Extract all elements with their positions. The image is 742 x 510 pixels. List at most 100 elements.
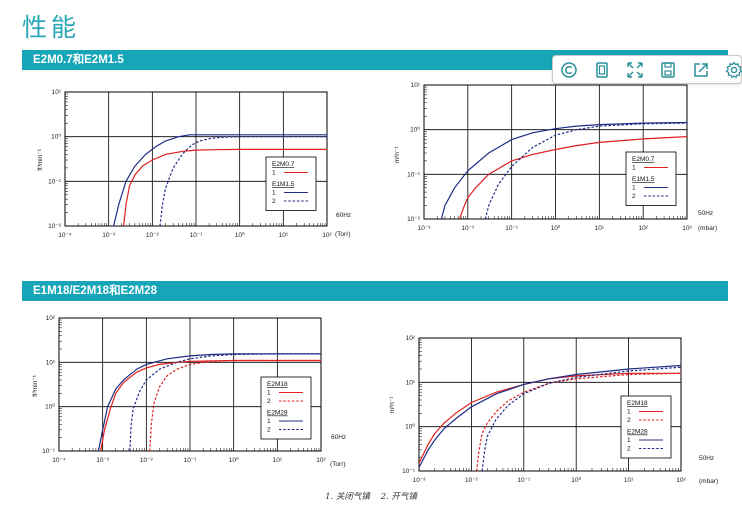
copyright-icon — [561, 62, 577, 78]
x-tick-label: 10⁻¹ — [190, 232, 204, 239]
x-tick-label: 10⁻² — [140, 457, 154, 464]
chart-e2m07-e2m15-60hz: 10⁻⁴ 10⁻³ 10⁻² 10⁻¹ 10⁰ 10¹ 10² 10¹ 10⁰ 10⁻¹ 10⁻² f… — [37, 89, 351, 239]
y-axis-label: ft³min⁻¹ — [32, 374, 39, 397]
legend-group-title: E1M1.5 — [632, 176, 655, 183]
legend-group-title: E2M28 — [267, 410, 288, 417]
x-tick-label: 10² — [322, 232, 332, 239]
y-tick-label: 10¹ — [406, 379, 416, 386]
x-tick-label: 10⁻³ — [102, 232, 116, 239]
series-line-E2M18-2 — [475, 372, 681, 471]
legend-group-title: E2M0.7 — [632, 156, 655, 163]
y-tick-label: 10⁻² — [407, 216, 421, 223]
legend-item-number: 2 — [627, 417, 631, 424]
x-tick-label: 10⁻³ — [96, 457, 110, 464]
plot-frame — [64, 91, 328, 227]
legend-box — [625, 151, 677, 206]
y-axis-label: m³h⁻¹ — [394, 146, 401, 164]
y-tick-label: 10⁻¹ — [42, 448, 56, 455]
legend-item-number: 1 — [632, 185, 636, 192]
x-tick-label: 10⁻⁴ — [52, 457, 66, 464]
legend-box — [260, 376, 312, 440]
x-tick-label: 10⁻¹ — [184, 457, 198, 464]
frequency-label: 60Hz — [336, 212, 351, 219]
plot-frame — [58, 317, 322, 452]
x-tick-label: 10⁻⁴ — [58, 232, 72, 239]
section-header-e2m07-e2m15: E2M0.7和E2M1.5 — [22, 50, 728, 70]
legend-item-number: 2 — [267, 398, 271, 405]
series-line-E2M1.5-2 — [159, 136, 327, 226]
x-tick-label: 10⁻¹ — [505, 225, 519, 232]
x-tick-label: 10⁻² — [465, 477, 479, 484]
x-tick-label: 10⁻² — [146, 232, 160, 239]
share-icon — [694, 63, 708, 77]
y-tick-label: 10⁰ — [405, 423, 415, 431]
y-tick-label: 10⁰ — [410, 126, 420, 134]
y-tick-label: 10² — [46, 315, 56, 322]
plot-frame — [418, 337, 682, 472]
legend-group-title: E2M0.7 — [272, 161, 295, 168]
chart-toolbar — [552, 55, 742, 84]
copyright-button[interactable] — [558, 59, 580, 81]
chart-e2m07-e2m15-50hz: 10⁻³ 10⁻² 10⁻¹ 10⁰ 10¹ 10² 10³ 10¹ 10⁰ 10⁻¹ 10⁻² m³… — [394, 82, 717, 232]
legend-item-number: 1 — [627, 409, 631, 416]
series-line-E2M1.5-2 — [484, 122, 687, 219]
series-line-E2M0.7-1 — [123, 148, 327, 226]
y-tick-label: 10⁻¹ — [407, 171, 421, 178]
save-icon — [661, 62, 675, 78]
section-header-e2m18-e2m28: E1M18/E2M18和E2M28 — [22, 281, 728, 301]
y-tick-label: 10⁻¹ — [402, 468, 416, 475]
series-line-E2M1.5-1 — [113, 134, 327, 226]
x-tick-label: 10⁻¹ — [517, 477, 531, 484]
x-tick-label: 10² — [676, 477, 686, 484]
x-tick-label: 10¹ — [273, 457, 283, 464]
x-tick-label: 10⁻³ — [418, 225, 432, 232]
fit-page-icon — [596, 62, 608, 78]
y-tick-label: 10⁻¹ — [48, 178, 62, 185]
y-tick-label: 10¹ — [411, 82, 421, 89]
chart-e1m18-e2m18-e2m28-60hz: 10⁻⁴ 10⁻³ 10⁻² 10⁻¹ 10⁰ 10¹ 10² 10² 10¹ 10⁰ 10⁻¹ ft… — [32, 315, 346, 468]
x-tick-label: 10¹ — [279, 232, 289, 239]
x-tick-label: 10⁰ — [235, 231, 245, 239]
legend-box — [265, 156, 317, 211]
y-tick-label: 10⁻² — [48, 223, 62, 230]
page-title: 性能 — [22, 13, 81, 42]
settings-button[interactable] — [723, 59, 742, 81]
y-tick-label: 10¹ — [52, 89, 62, 96]
legend-item-number: 1 — [627, 437, 631, 444]
x-tick-label: 10⁰ — [551, 224, 561, 232]
legend-group-title: E1M1.5 — [272, 181, 295, 188]
y-tick-label: 10⁰ — [45, 403, 55, 411]
share-button[interactable] — [690, 59, 712, 81]
y-axis-label: ft³min⁻¹ — [37, 148, 44, 171]
legend-item-number: 1 — [632, 165, 636, 172]
plot-frame — [423, 84, 688, 220]
series-line-E2M18-1 — [419, 372, 681, 464]
series-line-E2M18-2 — [149, 359, 321, 451]
frequency-label: 50Hz — [699, 455, 714, 462]
frequency-label: 50Hz — [698, 210, 713, 217]
x-tick-label: 10⁻³ — [413, 477, 427, 484]
x-axis-unit: (Torr) — [330, 461, 346, 468]
x-tick-label: 10² — [638, 225, 648, 232]
frequency-label: 60Hz — [331, 434, 346, 441]
legend-item-number: 1 — [272, 170, 276, 177]
legend-item-number: 2 — [632, 193, 636, 200]
y-tick-label: 10² — [406, 335, 416, 342]
legend-group-title: E2M18 — [627, 400, 648, 407]
legend-item-number: 1 — [267, 390, 271, 397]
legend-item-number: 2 — [627, 446, 631, 453]
expand-button[interactable] — [624, 59, 646, 81]
save-button[interactable] — [657, 59, 679, 81]
fit-page-button[interactable] — [591, 59, 613, 81]
x-tick-label: 10¹ — [595, 225, 605, 232]
x-tick-label: 10⁰ — [229, 456, 239, 464]
x-tick-label: 10⁰ — [571, 476, 581, 484]
expand-icon — [627, 62, 643, 78]
figure-caption: 1. 关闭气镇 2. 开气镇 — [0, 490, 742, 502]
series-line-E2M1.5-1 — [440, 121, 687, 219]
legend-item-number: 1 — [267, 418, 271, 425]
